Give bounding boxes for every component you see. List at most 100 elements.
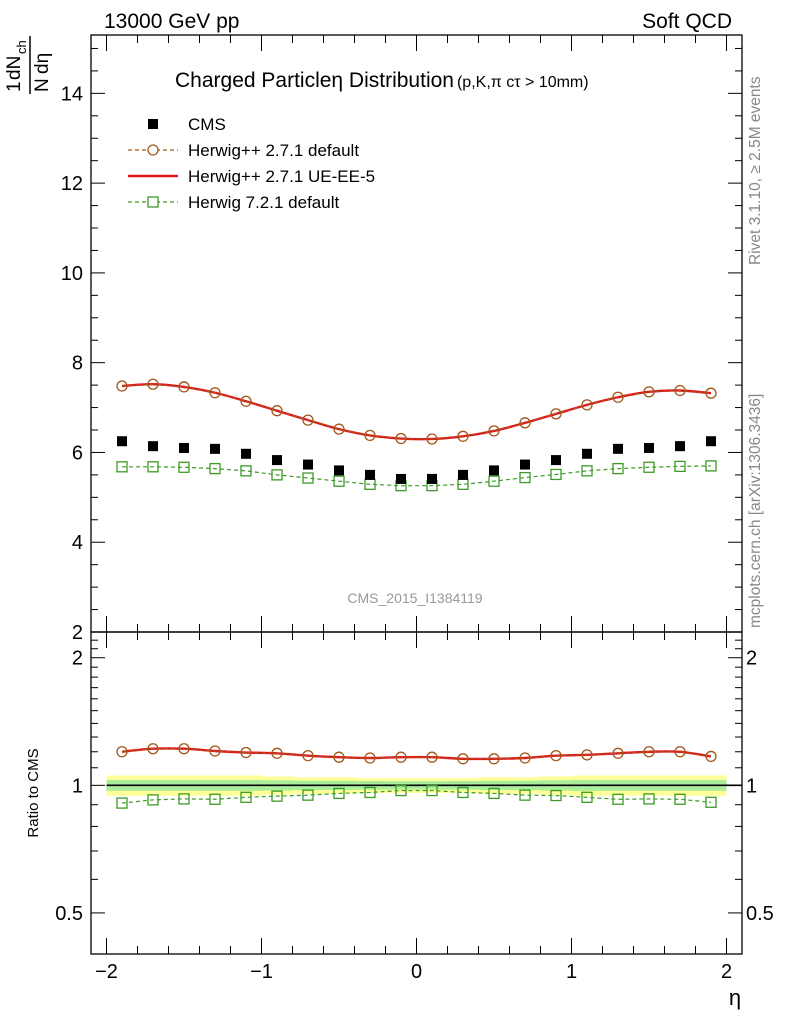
- legend-marker-herwigpp-default: [147, 144, 159, 156]
- chart-title-sub: (p,K,π cτ > 10mm): [457, 74, 589, 91]
- main-herwigpp-default-point: [302, 414, 314, 426]
- main-herwigpp-default-point: [240, 395, 252, 407]
- ratio-herwigpp-default-point: [240, 746, 252, 759]
- main-herwigpp-default-point: [271, 405, 283, 417]
- main-herwigpp-default-point: [488, 425, 500, 437]
- ratio-herwig7-default-point: [426, 784, 438, 797]
- ratio-herwigpp-default-point: [178, 743, 190, 755]
- ratio-herwig7-default-point: [271, 790, 283, 802]
- rivet-version-label: Rivet 3.1.10, ≥ 2.5M events: [747, 76, 764, 265]
- ratio-herwigpp-default-point: [333, 751, 345, 763]
- ylabel-deta: dη: [32, 53, 53, 74]
- ratio-herwigpp-default-point: [674, 746, 686, 758]
- main-cms-point: [458, 469, 468, 480]
- ratio-herwig7-default-point: [674, 793, 686, 805]
- ratio-panel: 0.5 0.5 1 1 2 2 −2 −1 0 1 2 Ratio to CMS η: [25, 631, 774, 1010]
- ratio-herwig7-default-point: [147, 794, 159, 806]
- main-herwigpp-default-point: [116, 380, 128, 392]
- ratio-herwig7-default-point: [550, 789, 562, 802]
- ratio-herwig7-default-point: [116, 797, 128, 809]
- ylabel-ch: ch: [14, 40, 29, 54]
- header-right-label: Soft QCD: [642, 10, 732, 33]
- ratio-herwigpp-default-point: [581, 749, 593, 761]
- legend-marker-cms: [148, 119, 158, 129]
- ratio-herwigpp-default-point: [488, 753, 500, 765]
- main-herwig7-default-point: [612, 462, 624, 475]
- ratio-herwig7-default-point: [178, 793, 190, 805]
- xtick-label: 2: [721, 961, 732, 983]
- legend-marker-herwig7-default: [147, 196, 159, 208]
- ratio-ytick-label-right: 2: [746, 648, 757, 670]
- main-herwig7-default-point: [302, 472, 314, 484]
- ratio-herwig7-default-point: [364, 786, 376, 799]
- main-herwig7-default-point: [271, 469, 283, 481]
- main-cms-point: [241, 448, 251, 459]
- ratio-ytick-label-right: 1: [746, 775, 757, 797]
- xtick-label: 1: [566, 961, 577, 983]
- main-ytick-label: 10: [61, 263, 83, 285]
- main-ytick-label: 12: [61, 173, 83, 195]
- main-ytick-label: 14: [61, 83, 83, 105]
- ylabel-N: N: [32, 78, 53, 92]
- main-herwig7-default-point: [550, 468, 562, 481]
- ratio-herwig7-default-point: [333, 787, 345, 800]
- ratio-herwigpp-default-point: [643, 746, 655, 758]
- ratio-herwig7-default-point: [519, 789, 531, 801]
- watermark-label: CMS_2015_I1384119: [347, 590, 482, 606]
- main-cms-point: [644, 442, 654, 453]
- main-cms-point: [117, 436, 127, 447]
- legend-label: CMS: [188, 115, 226, 134]
- main-herwigpp-default-point: [364, 429, 376, 442]
- main-herwig7-default-point: [581, 465, 593, 477]
- main-herwigpp-default-point: [674, 384, 686, 397]
- ratio-herwigpp-default-point: [426, 751, 438, 763]
- main-herwigpp-default-point: [426, 433, 438, 445]
- mcplots-label: mcplots.cern.ch [arXiv:1306.3436]: [747, 394, 764, 628]
- ratio-herwig7-default-point: [395, 784, 407, 797]
- main-herwig7-default-point: [705, 460, 717, 472]
- main-herwigpp-default-point: [457, 430, 469, 442]
- ratio-herwigpp-default-point: [612, 747, 624, 759]
- legend-label: Herwig 7.2.1 default: [188, 193, 339, 212]
- ratio-herwigpp-default-point: [395, 751, 407, 763]
- main-cms-point: [520, 459, 530, 470]
- main-cms-point: [582, 448, 592, 459]
- x-axis-label: η: [729, 985, 741, 1010]
- ratio-herwig7-default-point: [581, 791, 593, 803]
- ratio-herwigpp-default-point: [147, 743, 159, 755]
- ratio-herwig7-default-point: [705, 796, 717, 808]
- ratio-herwigpp-default-point: [271, 747, 283, 759]
- main-cms-point: [303, 459, 313, 470]
- main-herwig7-default-point: [116, 461, 128, 473]
- ratio-herwig7-default-point: [457, 786, 469, 799]
- ratio-ytick-label: 2: [72, 648, 83, 670]
- ratio-herwig7-default-point: [209, 793, 221, 805]
- main-ytick-label: 4: [72, 532, 83, 554]
- chart-title-main: Charged Particleη Distribution: [175, 69, 454, 92]
- main-ytick-label: 2: [72, 622, 83, 644]
- main-herwig7-default-point: [643, 461, 655, 473]
- main-herwigpp-default-point: [612, 391, 624, 403]
- main-cms-point: [148, 441, 158, 452]
- main-cms-point: [272, 455, 282, 466]
- main-herwig7-default-point: [333, 475, 345, 487]
- xtick-label: −1: [250, 961, 273, 983]
- main-cms-point: [551, 455, 561, 466]
- main-cms-point: [396, 473, 406, 484]
- ratio-herwigpp-default-point: [550, 749, 562, 762]
- ratio-herwigpp-default-point: [209, 745, 221, 757]
- ratio-herwigpp-default-point: [457, 753, 469, 765]
- main-herwigpp-default-point: [147, 378, 159, 390]
- chart-title: Charged Particleη Distribution (p,K,π cτ …: [175, 69, 589, 92]
- ratio-herwig7-default-point: [643, 793, 655, 805]
- legend-label: Herwig++ 2.7.1 default: [188, 141, 359, 160]
- ratio-herwigpp-default-point: [116, 746, 128, 758]
- main-herwig7-default-point: [674, 460, 686, 473]
- main-ytick-label: 6: [72, 442, 83, 464]
- main-herwig7-default-point: [488, 475, 500, 487]
- main-cms-point: [706, 436, 716, 447]
- ratio-herwig7-default-point: [302, 789, 314, 801]
- ratio-ytick-label-right: 0.5: [746, 903, 774, 925]
- header-left-label: 13000 GeV pp: [104, 10, 239, 33]
- main-herwig7-default-point: [519, 471, 531, 484]
